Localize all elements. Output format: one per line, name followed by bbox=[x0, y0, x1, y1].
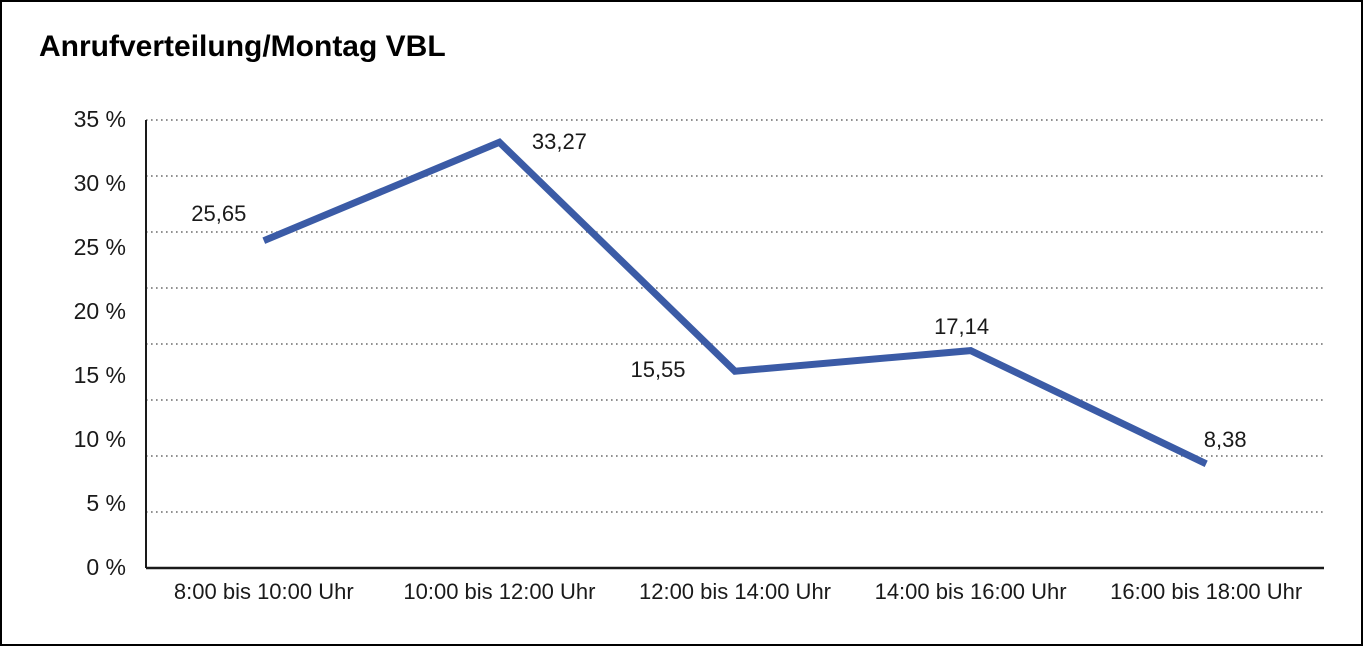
y-axis-tick-label: 0 % bbox=[86, 553, 126, 580]
x-axis-category-label: 12:00 bis 14:00 Uhr bbox=[638, 579, 832, 604]
data-point-label: 25,65 bbox=[191, 200, 247, 226]
x-axis-category-label: 16:00 bis 18:00 Uhr bbox=[1110, 579, 1303, 604]
y-axis-tick-label: 10 % bbox=[73, 425, 126, 452]
y-axis-tick-label: 35 % bbox=[73, 105, 126, 132]
y-axis-tick-label: 5 % bbox=[86, 489, 126, 516]
data-point-label: 8,38 bbox=[1203, 426, 1247, 452]
data-line bbox=[262, 138, 1208, 467]
y-axis-tick-label: 30 % bbox=[73, 169, 126, 196]
y-axis-tick-label: 15 % bbox=[73, 361, 126, 388]
x-axis-category-label: 14:00 bis 16:00 Uhr bbox=[874, 579, 1067, 604]
x-axis-category-label: 8:00 bis 10:00 Uhr bbox=[173, 579, 354, 604]
y-axis-tick-label: 20 % bbox=[73, 297, 126, 324]
data-point-label: 17,14 bbox=[934, 313, 990, 339]
y-axis-tick-label: 25 % bbox=[73, 233, 126, 260]
x-axis-category-label: 10:00 bis 12:00 Uhr bbox=[403, 579, 596, 604]
data-point-label: 33,27 bbox=[531, 129, 587, 155]
chart-title: Anrufverteilung/Montag VBL bbox=[39, 30, 446, 63]
data-point-label: 15,55 bbox=[630, 357, 686, 383]
